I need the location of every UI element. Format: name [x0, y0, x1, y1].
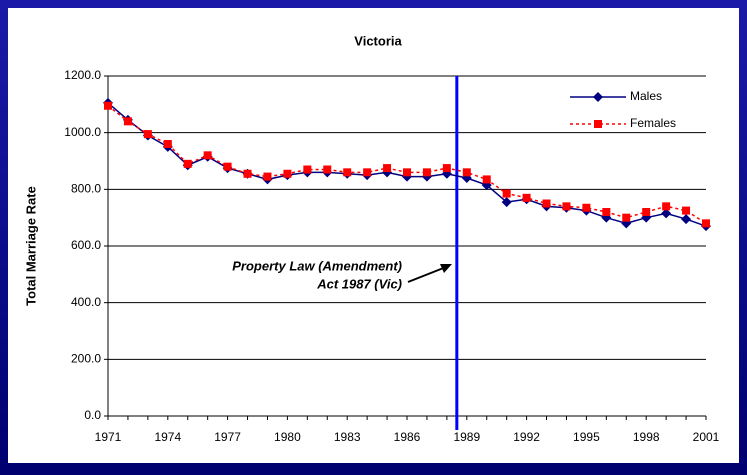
arrow-head [440, 264, 452, 273]
point [682, 206, 691, 215]
y-tick-label: 0.0 [84, 408, 101, 422]
point [501, 197, 512, 208]
point [681, 214, 692, 225]
plot: 0.0 200.0 400.0 600.0 800.0 1000.0 1200.0 1971 1… [64, 68, 719, 444]
x-tick-label: 1977 [214, 430, 241, 444]
point [203, 151, 212, 160]
y-tick-label: 800.0 [71, 182, 101, 196]
x-tick-label: 1980 [274, 430, 301, 444]
legend-label: Females [630, 116, 676, 130]
annotation: Property Law (Amendment) [232, 258, 402, 273]
annotation-arrow [407, 266, 447, 283]
y-tick-label: 1000.0 [64, 125, 101, 139]
x-tick-label: 1974 [154, 430, 181, 444]
chart-area [8, 8, 739, 463]
point [223, 162, 232, 171]
point [183, 159, 192, 168]
x-tick-label: 1998 [633, 430, 660, 444]
y-tick-label: 1200.0 [64, 68, 101, 82]
point [383, 164, 392, 173]
y-axis-title: Total Marriage Rate [23, 186, 38, 306]
chart-title: Victoria [354, 33, 402, 48]
point [661, 208, 672, 219]
y-tick-label: 400.0 [71, 295, 101, 309]
point [243, 169, 252, 178]
point [442, 164, 451, 173]
y-tick-label: 200.0 [71, 352, 101, 366]
point [702, 219, 710, 228]
point [602, 208, 611, 216]
point [422, 168, 431, 177]
point [104, 101, 112, 110]
x-tick-label: 2001 [693, 430, 720, 444]
point [263, 172, 272, 181]
point [582, 203, 591, 212]
point [323, 165, 332, 174]
point [303, 165, 312, 174]
point [163, 140, 172, 148]
x-tick-label: 1992 [513, 430, 540, 444]
legend-marker [594, 120, 602, 128]
legend-marker [593, 92, 603, 102]
y-tick-label: 600.0 [71, 238, 101, 252]
point [482, 175, 491, 184]
point [363, 168, 372, 177]
point [143, 130, 152, 139]
point [123, 117, 132, 126]
point [662, 202, 671, 211]
point [522, 193, 531, 202]
point [562, 202, 571, 211]
point [283, 169, 292, 178]
point [502, 189, 511, 198]
point [622, 213, 631, 222]
x-tick-label: 1995 [573, 430, 600, 444]
x-tick-label: 1971 [95, 430, 122, 444]
x-tick-label: 1989 [453, 430, 480, 444]
legend-label: Males [630, 89, 662, 103]
point [403, 168, 411, 177]
x-tick-label: 1983 [334, 430, 361, 444]
point [462, 168, 471, 177]
annotation: Act 1987 (Vic) [316, 276, 402, 291]
x-tick-label: 1986 [394, 430, 421, 444]
point [343, 168, 352, 177]
point [542, 199, 551, 208]
point [642, 208, 651, 216]
